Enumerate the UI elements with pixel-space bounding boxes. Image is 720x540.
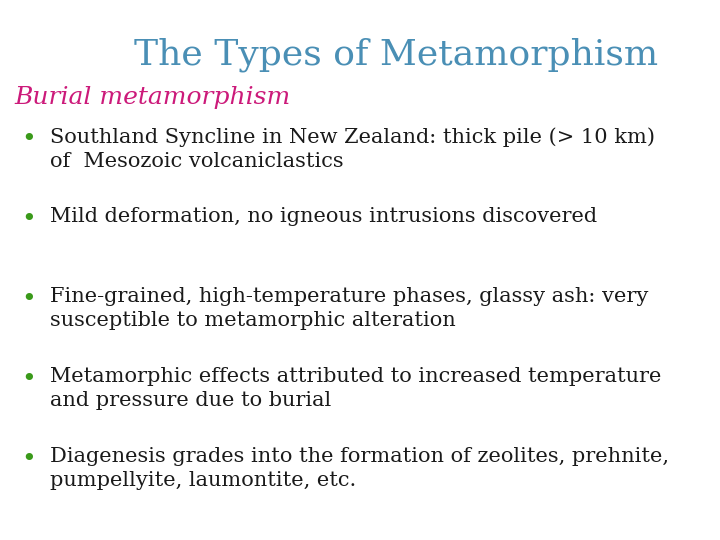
Text: Burial metamorphism: Burial metamorphism	[14, 86, 291, 110]
Text: Metamorphic effects attributed to increased temperature
and pressure due to buri: Metamorphic effects attributed to increa…	[50, 367, 662, 410]
Text: Mild deformation, no igneous intrusions discovered: Mild deformation, no igneous intrusions …	[50, 207, 598, 226]
Text: •: •	[22, 207, 36, 231]
Text: The Types of Metamorphism: The Types of Metamorphism	[134, 38, 658, 72]
Text: Southland Syncline in New Zealand: thick pile (> 10 km)
of  Mesozoic volcaniclas: Southland Syncline in New Zealand: thick…	[50, 127, 655, 171]
Text: •: •	[22, 127, 36, 151]
Text: Fine-grained, high-temperature phases, glassy ash: very
susceptible to metamorph: Fine-grained, high-temperature phases, g…	[50, 287, 649, 330]
Text: •: •	[22, 367, 36, 390]
Text: Diagenesis grades into the formation of zeolites, prehnite,
pumpellyite, laumont: Diagenesis grades into the formation of …	[50, 447, 670, 490]
Text: •: •	[22, 447, 36, 470]
Text: •: •	[22, 287, 36, 310]
